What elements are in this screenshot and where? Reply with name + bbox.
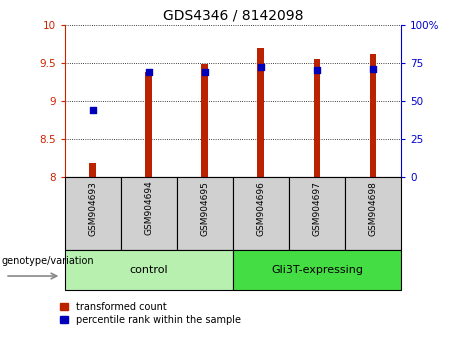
Legend: transformed count, percentile rank within the sample: transformed count, percentile rank withi… (60, 302, 241, 325)
Text: Gli3T-expressing: Gli3T-expressing (271, 265, 363, 275)
Bar (313, 59, 320, 177)
Title: GDS4346 / 8142098: GDS4346 / 8142098 (163, 8, 303, 22)
Bar (89, 163, 96, 177)
Bar (345, 177, 401, 250)
Bar (177, 177, 233, 250)
Text: control: control (130, 265, 168, 275)
Bar (233, 250, 401, 290)
Text: GSM904697: GSM904697 (313, 181, 321, 235)
Point (257, 64, 265, 70)
Bar (121, 177, 177, 250)
Text: genotype/variation: genotype/variation (1, 256, 94, 266)
Text: GSM904694: GSM904694 (144, 181, 153, 235)
Bar (145, 72, 152, 177)
Bar (289, 177, 345, 250)
Bar (65, 250, 233, 290)
Text: GSM904696: GSM904696 (256, 181, 266, 235)
Text: GSM904698: GSM904698 (368, 181, 378, 235)
Point (89, 107, 96, 113)
Point (369, 66, 377, 72)
Bar (233, 177, 289, 250)
Bar (65, 177, 121, 250)
Bar (258, 48, 264, 177)
Point (145, 69, 152, 75)
Bar (370, 54, 376, 177)
Bar (201, 64, 208, 177)
Text: GSM904693: GSM904693 (88, 181, 97, 235)
Point (313, 68, 321, 73)
Point (201, 69, 208, 75)
Text: GSM904695: GSM904695 (200, 181, 209, 235)
